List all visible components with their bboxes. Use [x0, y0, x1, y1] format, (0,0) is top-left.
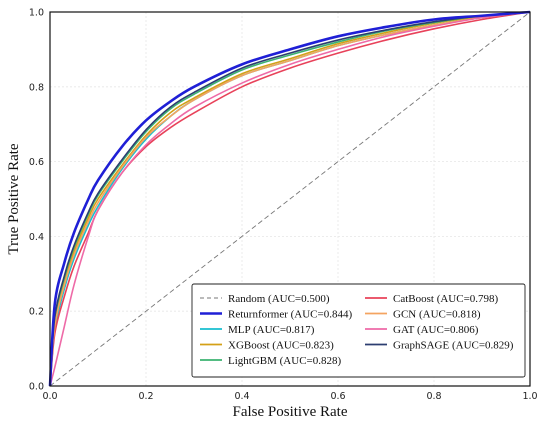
y-axis-label: True Positive Rate: [6, 143, 22, 254]
x-tick-label: 0.6: [330, 391, 345, 402]
y-tick-label: 0.2: [29, 307, 44, 318]
legend-label-5: CatBoost (AUC=0.798): [393, 293, 499, 305]
y-tick-label: 0.4: [29, 232, 44, 243]
y-tick-label: 1.0: [29, 8, 44, 19]
legend: Random (AUC=0.500) Returnformer (AUC=0.84…: [191, 283, 526, 378]
roc-curve-3: [49, 11, 531, 387]
x-tick-label: 1.0: [522, 391, 537, 402]
legend-label-0: Random (AUC=0.500): [228, 293, 330, 305]
legend-label-6: GCN (AUC=0.818): [393, 309, 481, 321]
legend-label-1: Returnformer (AUC=0.844): [228, 309, 352, 321]
roc-curve-1: [48, 10, 531, 387]
roc-curve-5: [49, 11, 531, 387]
legend-box: [191, 283, 526, 378]
legend-label-3: XGBoost (AUC=0.823): [228, 340, 334, 352]
y-tick-label: 0.0: [29, 382, 44, 393]
roc-curves: [48, 10, 531, 387]
x-tick-label: 0.4: [234, 391, 249, 402]
x-tick-label: 0.2: [138, 391, 153, 402]
legend-label-4: LightGBM (AUC=0.828): [228, 355, 341, 367]
legend-label-8: GraphSAGE (AUC=0.829): [393, 340, 514, 352]
x-tick-label: 0.0: [42, 391, 57, 402]
tick-labels: 0.0 0.2 0.4 0.6 0.8 1.0 0.0 0.2 0.4 0.6 0.8 1.0: [29, 8, 538, 403]
y-tick-label: 0.8: [29, 82, 44, 93]
legend-label-7: GAT (AUC=0.806): [393, 324, 479, 336]
roc-curve-6: [49, 11, 531, 387]
roc-curve-0: [49, 11, 531, 387]
roc-curve-7: [49, 11, 531, 387]
legend-label-2: MLP (AUC=0.817): [228, 324, 315, 336]
x-tick-label: 0.8: [426, 391, 441, 402]
plot-frame: [49, 11, 531, 387]
y-tick-label: 0.6: [29, 157, 44, 168]
roc-curve-8: [49, 11, 531, 387]
x-axis-label: False Positive Rate: [233, 404, 348, 420]
